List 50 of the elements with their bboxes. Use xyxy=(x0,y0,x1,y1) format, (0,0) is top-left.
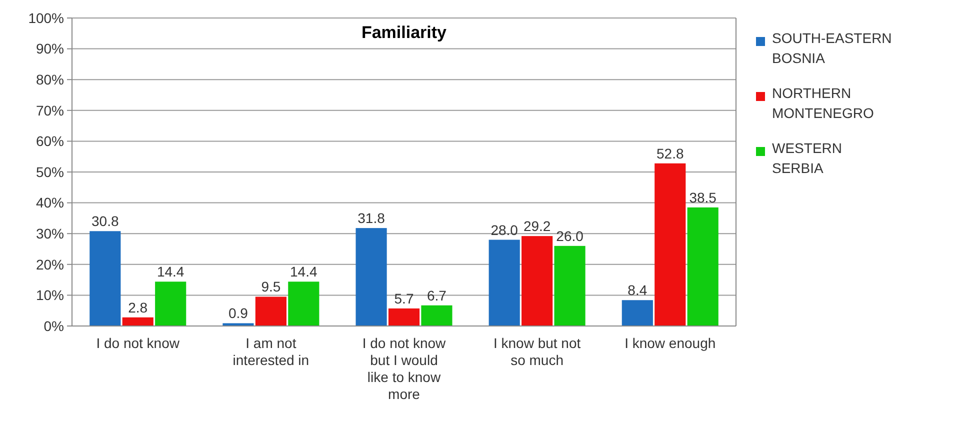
y-tick-label: 70% xyxy=(36,102,64,118)
text: 26.0 xyxy=(556,228,584,244)
bar xyxy=(288,282,320,326)
bar xyxy=(356,228,387,326)
legend-label: NORTHERN MONTENEGRO xyxy=(772,85,874,121)
text: 31.8 xyxy=(358,210,385,226)
y-tick-label: 0% xyxy=(44,318,64,334)
legend-label: SOUTH-EASTERN BOSNIA xyxy=(772,30,892,66)
y-tick-label: 60% xyxy=(36,133,64,150)
text: 30.8 xyxy=(92,213,119,230)
y-tick-label: 100% xyxy=(28,10,64,26)
text: 14.4 xyxy=(290,264,318,280)
y-tick-label: 40% xyxy=(36,194,64,211)
x-tick-label: I know enough xyxy=(624,335,716,351)
text: 6.7 xyxy=(426,287,446,304)
bar xyxy=(155,282,186,326)
text: 2.8 xyxy=(128,299,148,316)
text: 29.2 xyxy=(523,218,551,234)
bar xyxy=(255,296,286,326)
bar xyxy=(122,317,154,326)
bar xyxy=(488,240,520,326)
text: 14.4 xyxy=(156,264,184,280)
bar xyxy=(687,207,718,326)
bar xyxy=(90,231,121,326)
y-tick-label: 90% xyxy=(36,40,64,57)
bar xyxy=(522,236,553,326)
y-tick-label: 80% xyxy=(36,72,64,88)
y-tick-label: 50% xyxy=(36,164,64,180)
text: 28.0 xyxy=(490,222,518,238)
chart-title: Familiarity xyxy=(361,23,448,42)
x-tick-label: I know but not so much xyxy=(493,335,581,368)
text: 8.4 xyxy=(628,282,648,298)
y-tick-label: 10% xyxy=(36,287,64,304)
text: 5.7 xyxy=(394,290,414,306)
text: 0.9 xyxy=(228,305,248,322)
x-tick-label: I do not know xyxy=(96,335,180,351)
x-tick-label: I do not know but I would like to know more xyxy=(362,335,447,402)
y-tick-label: 20% xyxy=(36,256,64,272)
text: 9.5 xyxy=(261,278,281,295)
bar xyxy=(654,163,686,326)
bar xyxy=(554,246,586,326)
bar xyxy=(222,323,254,326)
bar xyxy=(388,308,420,326)
y-tick-label: 30% xyxy=(36,226,64,242)
bar xyxy=(421,305,452,326)
legend-label: WESTERN SERBIA xyxy=(772,140,842,176)
bar xyxy=(622,300,653,326)
x-tick-label: I am not interested in xyxy=(232,335,310,368)
text: 52.8 xyxy=(656,145,684,162)
text: 38.5 xyxy=(689,189,716,206)
